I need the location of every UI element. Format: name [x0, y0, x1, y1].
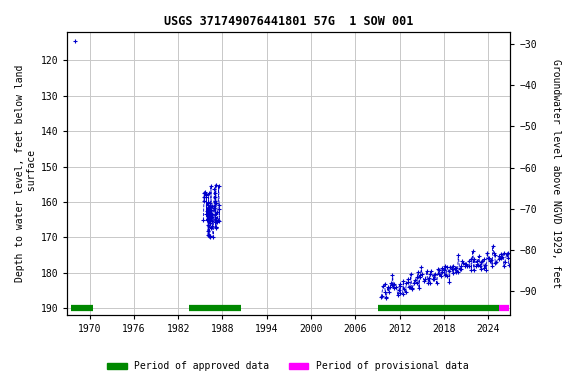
Y-axis label: Depth to water level, feet below land
 surface: Depth to water level, feet below land su… [15, 65, 37, 282]
Legend: Period of approved data, Period of provisional data: Period of approved data, Period of provi… [103, 358, 473, 375]
Y-axis label: Groundwater level above NGVD 1929, feet: Groundwater level above NGVD 1929, feet [551, 59, 561, 288]
Title: USGS 371749076441801 57G  1 SOW 001: USGS 371749076441801 57G 1 SOW 001 [164, 15, 414, 28]
